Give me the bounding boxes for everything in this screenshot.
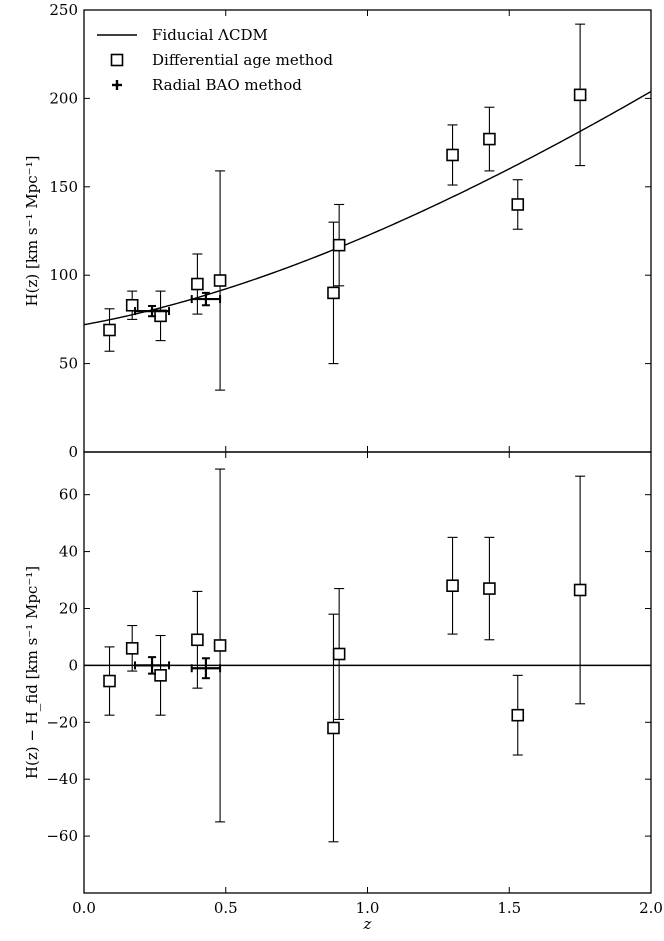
bottom-y-tick-label: 40	[59, 543, 78, 561]
diff-age-point	[191, 277, 204, 291]
diff-age-point	[446, 579, 459, 593]
top-y-tick-label: 100	[49, 266, 78, 284]
top-y-tick-label: 250	[49, 1, 78, 19]
legend-square-symbol	[110, 53, 124, 67]
bottom-y-tick-label: 0	[68, 656, 78, 674]
fiducial-lcdm-curve	[83, 90, 652, 326]
diff-age-point	[511, 708, 525, 722]
bottom-y-tick-label: 60	[59, 486, 78, 504]
legend-label: Radial BAO method	[152, 76, 302, 94]
top-y-axis-label: H(z) [km s⁻¹ Mpc⁻¹]	[23, 156, 41, 307]
diff-age-point	[327, 286, 340, 300]
diff-age-point	[213, 274, 227, 287]
top-y-tick-label: 50	[59, 355, 78, 373]
bottom-x-tick-label: 0.0	[72, 899, 96, 917]
bottom-plot-frame	[83, 451, 652, 894]
top-y-tick-label: 200	[49, 89, 78, 107]
diff-age-point	[511, 198, 525, 211]
bottom-x-tick-label: 1.5	[497, 899, 521, 917]
diff-age-point	[103, 323, 116, 337]
diff-age-point	[446, 148, 459, 162]
legend-label: Fiducial ΛCDM	[152, 26, 268, 44]
diff-age-point	[125, 642, 139, 655]
legend-label: Differential age method	[152, 51, 333, 69]
bottom-y-tick-label: 20	[59, 599, 78, 617]
bottom-y-tick-label: −40	[46, 770, 78, 788]
diff-age-point	[154, 669, 167, 682]
bottom-x-tick-label: 0.5	[214, 899, 238, 917]
top-panel: 0 50 100 150 200 250 H(z) [km s⁻¹ Mpc⁻¹] Fiduci…	[23, 1, 652, 461]
bottom-y-tick-label: −20	[46, 713, 78, 731]
diff-age-point	[327, 721, 340, 735]
diff-age-point	[483, 582, 496, 595]
bottom-x-tick-label: 2.0	[639, 899, 663, 917]
top-y-tick-label: 150	[49, 178, 78, 196]
diff-age-point	[573, 583, 587, 597]
diff-age-point	[191, 633, 204, 647]
diff-age-point	[332, 647, 346, 661]
bottom-panel: 0.0 0.5 1.0 1.5 2.0 −60 −40 −20 0 20 40 60 H(z) − H_…	[23, 451, 663, 933]
diff-age-point	[573, 88, 587, 102]
bottom-y-axis-label: H(z) − H_fid [km s⁻¹ Mpc⁻¹]	[23, 566, 41, 779]
legend: Fiducial ΛCDM Differential age method Radi…	[97, 26, 333, 94]
bottom-x-axis-label: z	[363, 915, 372, 933]
top-y-tick-label: 0	[68, 443, 78, 461]
diff-age-point	[483, 132, 496, 146]
diff-age-point	[125, 298, 139, 312]
diff-age-point	[103, 674, 116, 688]
bottom-x-tick-label: 1.0	[356, 899, 380, 917]
diff-age-point	[332, 238, 346, 252]
diff-age-point	[213, 639, 227, 652]
bottom-y-tick-label: −60	[46, 827, 78, 845]
